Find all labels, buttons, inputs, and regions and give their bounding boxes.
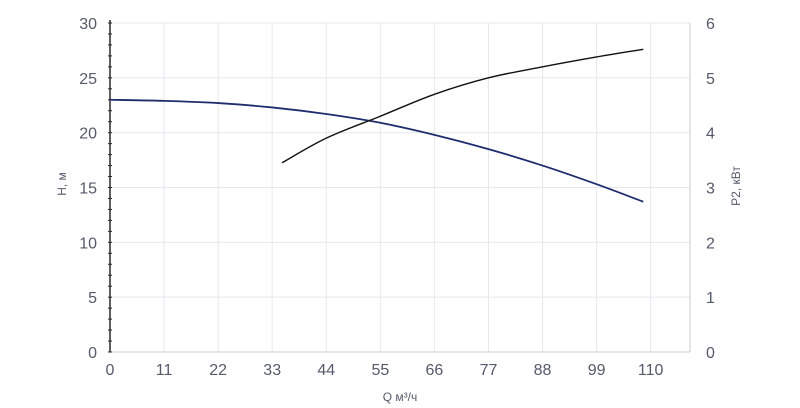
head-curve-line	[109, 98, 644, 203]
x-tick-label: 110	[638, 362, 664, 379]
x-tick-label: 77	[480, 362, 498, 379]
y2-tick-label: 3	[706, 181, 715, 198]
x-tick-label: 44	[317, 362, 335, 379]
y-tick-label: 30	[79, 16, 97, 33]
gridlines	[109, 22, 690, 353]
y-tick-label: 0	[88, 345, 97, 362]
x-tick-label: 0	[106, 362, 115, 379]
y-tick-label: 20	[79, 126, 97, 143]
x-tick-label: 55	[371, 362, 389, 379]
tick-labels: 0 11 22 33 44 55 66 77 88 99 110 0 5 10 15 20 25 30 0 1 2 3 4 5…	[79, 16, 715, 379]
y2-tick-label: 6	[706, 16, 715, 33]
x-tick-label: 11	[156, 362, 173, 379]
y2-tick-label: 0	[706, 345, 715, 362]
y2-tick-label: 2	[706, 235, 715, 252]
y-axis-title: H, м	[55, 172, 69, 196]
y2-axis-title: P2, кВт	[729, 166, 743, 206]
y2-tick-label: 4	[706, 126, 715, 143]
y2-tick-label: 5	[706, 71, 715, 88]
x-tick-label: 33	[263, 362, 281, 379]
y-tick-label: 10	[79, 235, 97, 252]
x-tick-label: 99	[588, 362, 606, 379]
power-curve-line	[281, 48, 644, 164]
y-tick-label: 5	[88, 290, 97, 307]
series-lines	[109, 48, 644, 203]
y-tick-label: 25	[79, 71, 97, 88]
x-tick-label: 88	[534, 362, 552, 379]
y-tick-label: 15	[79, 181, 97, 198]
y2-tick-label: 1	[706, 290, 715, 307]
x-tick-label: 66	[426, 362, 444, 379]
x-tick-label: 22	[209, 362, 227, 379]
axes	[108, 20, 691, 353]
x-axis-title: Q м³/ч	[383, 390, 418, 404]
